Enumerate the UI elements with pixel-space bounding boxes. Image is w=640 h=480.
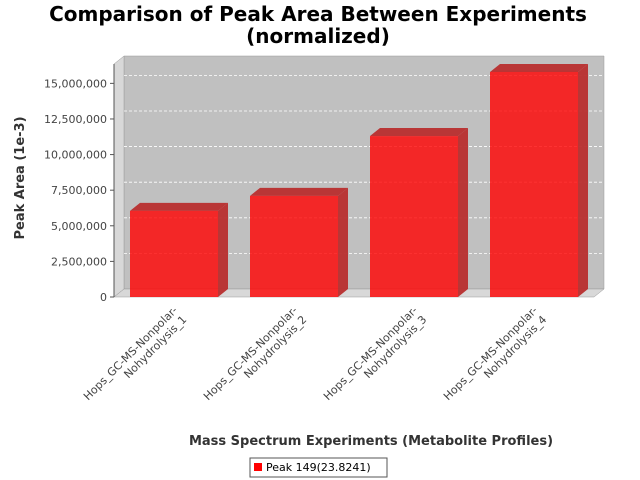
bar-front (490, 71, 578, 297)
x-axis-label: Mass Spectrum Experiments (Metabolite Pr… (189, 434, 553, 449)
legend-swatch (254, 463, 262, 471)
bar (490, 63, 588, 297)
x-tick-label: Hops_GC-MS-Nonpolar-Nohydrolysis_4 (441, 304, 549, 412)
bar-top (130, 202, 228, 211)
bar-side (218, 202, 228, 297)
x-tick-label-line: Hops_GC-MS-Nonpolar- (321, 304, 420, 403)
bar-side (458, 128, 468, 297)
plot-area: 0 2,500,000 5,000,000 7,500,000 10,000,000 12… (44, 55, 605, 412)
bar-side (338, 187, 348, 297)
bar-top (250, 187, 348, 196)
y-tick-label: 12,500,000 (44, 113, 107, 126)
y-tick-label: 15,000,000 (44, 77, 107, 90)
y-tick-label: 10,000,000 (44, 149, 107, 162)
bar-side (578, 63, 588, 297)
y-tick-label: 7,500,000 (51, 184, 107, 197)
bar-front (130, 210, 218, 297)
y-tick-label: 2,500,000 (51, 255, 107, 268)
bar (250, 187, 348, 297)
x-tick-label: Hops_GC-MS-Nonpolar-Nohydrolysis_2 (201, 304, 309, 412)
legend-box (249, 457, 388, 478)
bar-front (250, 195, 338, 297)
x-tick-label: Hops_GC-MS-Nonpolar-Nohydrolysis_3 (321, 304, 429, 412)
bar-top (490, 63, 588, 72)
legend-label: Peak 149(23.8241) (266, 461, 371, 474)
x-tick-label-line: Hops_GC-MS-Nonpolar- (81, 304, 180, 403)
plot-side-wall (113, 55, 125, 298)
legend: Peak 149(23.8241) (249, 457, 388, 478)
bar (130, 202, 228, 297)
x-tick-label-line: Hops_GC-MS-Nonpolar- (201, 304, 300, 403)
x-tick-label: Hops_GC-MS-Nonpolar-Nohydrolysis_1 (81, 304, 189, 412)
chart-title-line-2: (normalized) (246, 24, 390, 48)
y-tick-label: 0 (100, 291, 107, 304)
bar-top (370, 128, 468, 137)
bar-front (370, 136, 458, 297)
y-tick-label: 5,000,000 (51, 220, 107, 233)
bar (370, 128, 468, 297)
y-axis-label: Peak Area (1e-3) (13, 116, 28, 239)
x-tick-label-line: Hops_GC-MS-Nonpolar- (441, 304, 540, 403)
chart-title-line-1: Comparison of Peak Area Between Experime… (49, 2, 587, 26)
